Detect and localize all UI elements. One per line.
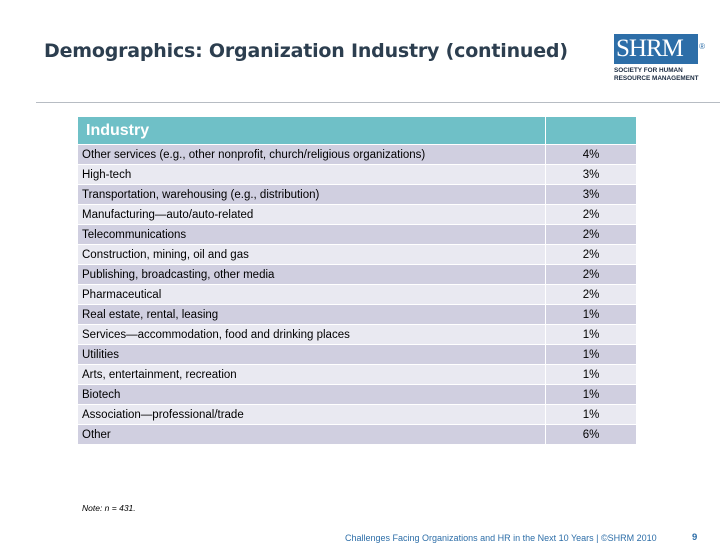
table-header-value [545, 116, 637, 145]
sample-note: Note: n = 431. [82, 503, 136, 513]
table-row: Association—professional/trade 1% [77, 404, 637, 425]
table-header-row: Industry [77, 116, 637, 145]
footer-text: Challenges Facing Organizations and HR i… [345, 533, 657, 543]
table-row: Biotech 1% [77, 384, 637, 405]
industry-percent: 4% [545, 144, 637, 165]
logo-line-1: SOCIETY FOR HUMAN [614, 67, 683, 74]
industry-label: Other services (e.g., other nonprofit, c… [77, 144, 546, 165]
industry-label: Transportation, warehousing (e.g., distr… [77, 184, 546, 205]
industry-table: Industry Other services (e.g., other non… [77, 116, 637, 445]
industry-label: Arts, entertainment, recreation [77, 364, 546, 385]
table-row: Services—accommodation, food and drinkin… [77, 324, 637, 345]
industry-percent: 3% [545, 184, 637, 205]
page-number: 9 [692, 532, 698, 543]
logo-text: SOCIETY FOR HUMAN RESOURCE MANAGEMENT [614, 67, 704, 82]
industry-label: Biotech [77, 384, 546, 405]
industry-label: Construction, mining, oil and gas [77, 244, 546, 265]
industry-percent: 1% [545, 304, 637, 325]
table-row: Other services (e.g., other nonprofit, c… [77, 144, 637, 165]
industry-label: High-tech [77, 164, 546, 185]
page-title: Demographics: Organization Industry (con… [44, 40, 568, 62]
logo-mark-text: SHRM [616, 35, 684, 62]
table-row: Arts, entertainment, recreation 1% [77, 364, 637, 385]
table-row: Transportation, warehousing (e.g., distr… [77, 184, 637, 205]
table-row: Telecommunications 2% [77, 224, 637, 245]
industry-label: Association—professional/trade [77, 404, 546, 425]
table-row: Manufacturing—auto/auto-related 2% [77, 204, 637, 225]
industry-percent: 1% [545, 344, 637, 365]
registered-mark: ® [699, 42, 705, 51]
industry-label: Manufacturing—auto/auto-related [77, 204, 546, 225]
logo-mark: SHRM ® [614, 34, 705, 64]
table-row: Pharmaceutical 2% [77, 284, 637, 305]
industry-percent: 1% [545, 404, 637, 425]
industry-percent: 2% [545, 284, 637, 305]
table-body: Other services (e.g., other nonprofit, c… [77, 144, 637, 445]
industry-label: Publishing, broadcasting, other media [77, 264, 546, 285]
table-row: Other 6% [77, 424, 637, 445]
industry-label: Utilities [77, 344, 546, 365]
industry-percent: 2% [545, 224, 637, 245]
industry-percent: 2% [545, 244, 637, 265]
industry-percent: 2% [545, 264, 637, 285]
industry-percent: 1% [545, 384, 637, 405]
table-row: Publishing, broadcasting, other media 2% [77, 264, 637, 285]
industry-percent: 6% [545, 424, 637, 445]
industry-percent: 2% [545, 204, 637, 225]
industry-label: Real estate, rental, leasing [77, 304, 546, 325]
table-row: Construction, mining, oil and gas 2% [77, 244, 637, 265]
industry-label: Telecommunications [77, 224, 546, 245]
industry-label: Services—accommodation, food and drinkin… [77, 324, 546, 345]
logo-line-2: RESOURCE MANAGEMENT [614, 74, 699, 82]
table-header-industry: Industry [77, 116, 546, 145]
industry-percent: 1% [545, 324, 637, 345]
table-row: Utilities 1% [77, 344, 637, 365]
shrm-logo: SHRM ® SOCIETY FOR HUMAN RESOURCE MANAGE… [614, 34, 705, 90]
industry-label: Other [77, 424, 546, 445]
industry-percent: 1% [545, 364, 637, 385]
industry-percent: 3% [545, 164, 637, 185]
table-row: High-tech 3% [77, 164, 637, 185]
table-row: Real estate, rental, leasing 1% [77, 304, 637, 325]
industry-label: Pharmaceutical [77, 284, 546, 305]
title-divider [36, 102, 720, 103]
